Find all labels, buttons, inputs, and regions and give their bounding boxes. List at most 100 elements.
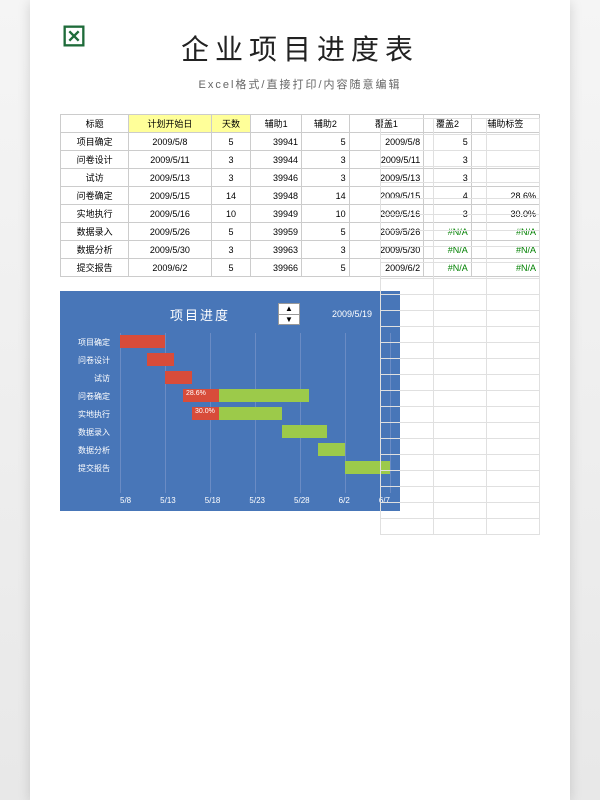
empty-cell[interactable] bbox=[434, 135, 487, 151]
table-cell[interactable]: 39941 bbox=[251, 133, 302, 151]
empty-cell[interactable] bbox=[487, 231, 540, 247]
spinner-up[interactable]: ▲ bbox=[279, 304, 299, 315]
table-cell[interactable]: 39946 bbox=[251, 169, 302, 187]
empty-cell[interactable] bbox=[381, 359, 434, 375]
table-cell[interactable]: 14 bbox=[302, 187, 350, 205]
table-cell[interactable]: 3 bbox=[302, 151, 350, 169]
empty-cell[interactable] bbox=[381, 439, 434, 455]
empty-cell[interactable] bbox=[434, 215, 487, 231]
table-cell[interactable]: 3 bbox=[211, 241, 251, 259]
empty-cell[interactable] bbox=[381, 343, 434, 359]
table-cell[interactable]: 2009/5/11 bbox=[129, 151, 211, 169]
table-header[interactable]: 天数 bbox=[211, 115, 251, 133]
empty-cell[interactable] bbox=[487, 119, 540, 135]
table-cell[interactable]: 5 bbox=[211, 223, 251, 241]
table-cell[interactable]: 2009/5/13 bbox=[129, 169, 211, 187]
empty-cell[interactable] bbox=[487, 215, 540, 231]
empty-cell[interactable] bbox=[487, 311, 540, 327]
empty-cell[interactable] bbox=[381, 391, 434, 407]
empty-cell[interactable] bbox=[487, 439, 540, 455]
empty-cell[interactable] bbox=[381, 215, 434, 231]
empty-cell[interactable] bbox=[381, 503, 434, 519]
table-header[interactable]: 标题 bbox=[61, 115, 129, 133]
empty-cell[interactable] bbox=[487, 455, 540, 471]
empty-cell[interactable] bbox=[434, 199, 487, 215]
empty-cell[interactable] bbox=[434, 151, 487, 167]
table-cell[interactable]: 5 bbox=[302, 259, 350, 277]
table-cell[interactable]: 2009/5/8 bbox=[129, 133, 211, 151]
empty-cell[interactable] bbox=[381, 295, 434, 311]
empty-cell[interactable] bbox=[434, 375, 487, 391]
empty-cell[interactable] bbox=[487, 167, 540, 183]
empty-cell[interactable] bbox=[381, 183, 434, 199]
table-cell[interactable]: 2009/5/16 bbox=[129, 205, 211, 223]
empty-cell[interactable] bbox=[487, 423, 540, 439]
empty-cell[interactable] bbox=[434, 247, 487, 263]
table-cell[interactable]: 5 bbox=[211, 259, 251, 277]
empty-cell[interactable] bbox=[381, 423, 434, 439]
empty-cell[interactable] bbox=[381, 167, 434, 183]
empty-cell[interactable] bbox=[434, 263, 487, 279]
empty-cell[interactable] bbox=[434, 471, 487, 487]
empty-cell[interactable] bbox=[487, 183, 540, 199]
empty-cell[interactable] bbox=[434, 295, 487, 311]
table-cell[interactable]: 3 bbox=[302, 169, 350, 187]
empty-cell[interactable] bbox=[487, 151, 540, 167]
empty-cell[interactable] bbox=[434, 231, 487, 247]
empty-cell[interactable] bbox=[434, 423, 487, 439]
empty-cell[interactable] bbox=[434, 343, 487, 359]
empty-cell[interactable] bbox=[434, 119, 487, 135]
table-header[interactable]: 计划开始日 bbox=[129, 115, 211, 133]
table-cell[interactable]: 10 bbox=[211, 205, 251, 223]
empty-cell[interactable] bbox=[434, 487, 487, 503]
table-cell[interactable]: 39963 bbox=[251, 241, 302, 259]
empty-cell[interactable] bbox=[487, 327, 540, 343]
table-cell[interactable]: 5 bbox=[211, 133, 251, 151]
table-cell[interactable]: 试访 bbox=[61, 169, 129, 187]
empty-cell[interactable] bbox=[487, 391, 540, 407]
empty-cell[interactable] bbox=[434, 311, 487, 327]
empty-cell[interactable] bbox=[487, 503, 540, 519]
empty-cell[interactable] bbox=[434, 455, 487, 471]
empty-cell[interactable] bbox=[487, 279, 540, 295]
empty-cell[interactable] bbox=[487, 295, 540, 311]
table-header[interactable]: 辅助2 bbox=[302, 115, 350, 133]
empty-cell[interactable] bbox=[434, 439, 487, 455]
table-cell[interactable]: 3 bbox=[211, 169, 251, 187]
empty-cell[interactable] bbox=[487, 359, 540, 375]
table-cell[interactable]: 10 bbox=[302, 205, 350, 223]
table-cell[interactable]: 问卷确定 bbox=[61, 187, 129, 205]
empty-cell[interactable] bbox=[381, 311, 434, 327]
empty-cell[interactable] bbox=[381, 231, 434, 247]
empty-cell[interactable] bbox=[487, 135, 540, 151]
table-cell[interactable]: 14 bbox=[211, 187, 251, 205]
table-cell[interactable]: 实地执行 bbox=[61, 205, 129, 223]
empty-cell[interactable] bbox=[381, 471, 434, 487]
table-cell[interactable]: 3 bbox=[211, 151, 251, 169]
empty-cell[interactable] bbox=[434, 183, 487, 199]
empty-cell[interactable] bbox=[381, 519, 434, 535]
empty-cell[interactable] bbox=[487, 263, 540, 279]
empty-cell[interactable] bbox=[487, 407, 540, 423]
empty-cell[interactable] bbox=[487, 375, 540, 391]
table-cell[interactable]: 项目确定 bbox=[61, 133, 129, 151]
empty-cell[interactable] bbox=[381, 327, 434, 343]
table-cell[interactable]: 2009/5/15 bbox=[129, 187, 211, 205]
empty-cell[interactable] bbox=[381, 119, 434, 135]
empty-cell[interactable] bbox=[434, 503, 487, 519]
empty-cells[interactable] bbox=[380, 118, 540, 780]
empty-cell[interactable] bbox=[381, 279, 434, 295]
empty-cell[interactable] bbox=[381, 151, 434, 167]
table-cell[interactable]: 39944 bbox=[251, 151, 302, 169]
empty-cell[interactable] bbox=[381, 263, 434, 279]
empty-cell[interactable] bbox=[434, 167, 487, 183]
empty-cell[interactable] bbox=[487, 487, 540, 503]
empty-cell[interactable] bbox=[381, 455, 434, 471]
table-cell[interactable]: 数据录入 bbox=[61, 223, 129, 241]
table-cell[interactable]: 5 bbox=[302, 223, 350, 241]
empty-cell[interactable] bbox=[487, 343, 540, 359]
table-header[interactable]: 辅助1 bbox=[251, 115, 302, 133]
empty-cell[interactable] bbox=[434, 519, 487, 535]
spinner-down[interactable]: ▼ bbox=[279, 315, 299, 325]
empty-cell[interactable] bbox=[487, 471, 540, 487]
